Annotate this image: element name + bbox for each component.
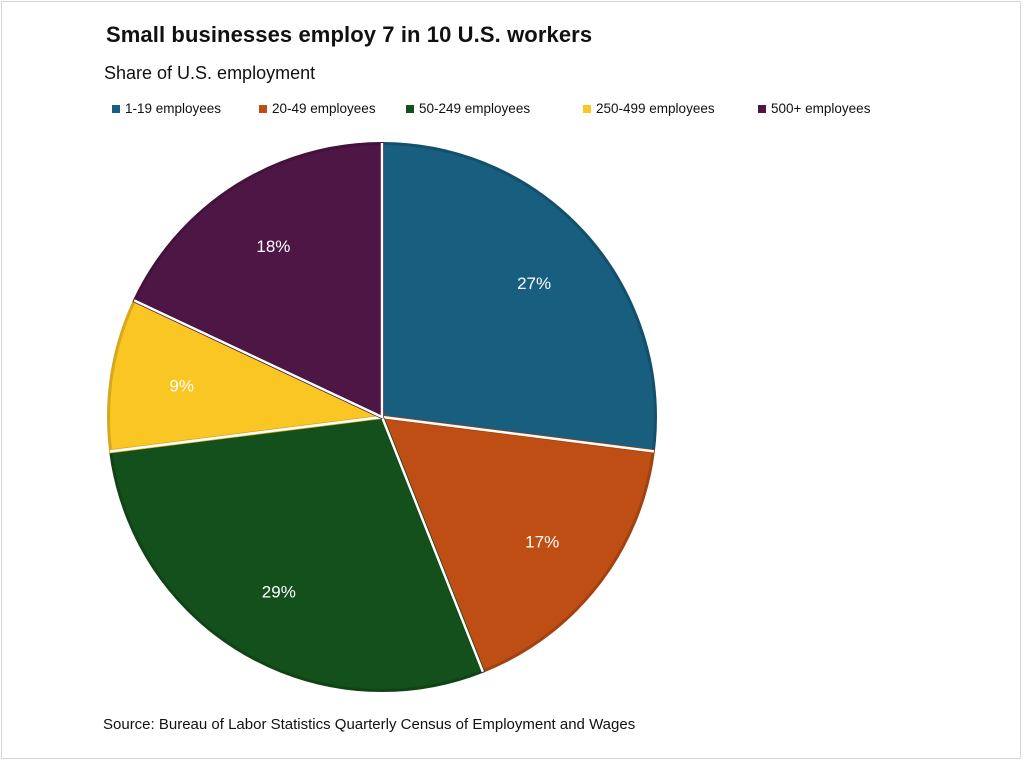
pie-slice-50-249-employees xyxy=(108,415,485,693)
legend-swatch-500-plus xyxy=(758,104,766,113)
legend-swatch-20-49 xyxy=(259,104,267,113)
legend-item-20-49: 20-49 employees xyxy=(259,101,376,116)
legend-label-250-499: 250-499 employees xyxy=(596,101,715,116)
source-note: Source: Bureau of Labor Statistics Quart… xyxy=(103,716,636,733)
legend-item-1-19: 1-19 employees xyxy=(112,101,221,116)
legend-label-1-19: 1-19 employees xyxy=(125,101,222,116)
legend-label-50-249: 50-249 employees xyxy=(419,101,531,116)
legend-item-50-249: 50-249 employees xyxy=(406,101,530,116)
pie-slice-500-plus-employees xyxy=(132,141,384,419)
data-label-1-19-employees: 27% xyxy=(517,274,551,293)
data-label-500-plus-employees: 18% xyxy=(256,237,290,256)
pie-slice-divider xyxy=(133,143,384,419)
pie-outline xyxy=(105,140,659,694)
legend-swatch-1-19 xyxy=(112,104,120,113)
pie-slice-20-49-employees xyxy=(380,415,656,674)
pie-slice-250-499-employees xyxy=(106,298,384,454)
chart-title: Small businesses employ 7 in 10 U.S. wor… xyxy=(106,22,593,47)
legend-item-500-plus: 500+ employees xyxy=(758,101,870,116)
pie-slice-1-19-employees xyxy=(380,141,658,454)
data-label-250-499-employees: 9% xyxy=(169,376,194,395)
chart-subtitle: Share of U.S. employment xyxy=(104,63,316,83)
data-label-20-49-employees: 17% xyxy=(525,532,559,551)
data-label-50-249-employees: 29% xyxy=(262,583,296,602)
legend-swatch-50-249 xyxy=(406,104,414,113)
legend-swatch-250-499 xyxy=(583,104,591,113)
legend-item-250-499: 250-499 employees xyxy=(583,101,715,116)
legend-label-500-plus: 500+ employees xyxy=(771,101,871,116)
legend-label-20-49: 20-49 employees xyxy=(272,101,376,116)
